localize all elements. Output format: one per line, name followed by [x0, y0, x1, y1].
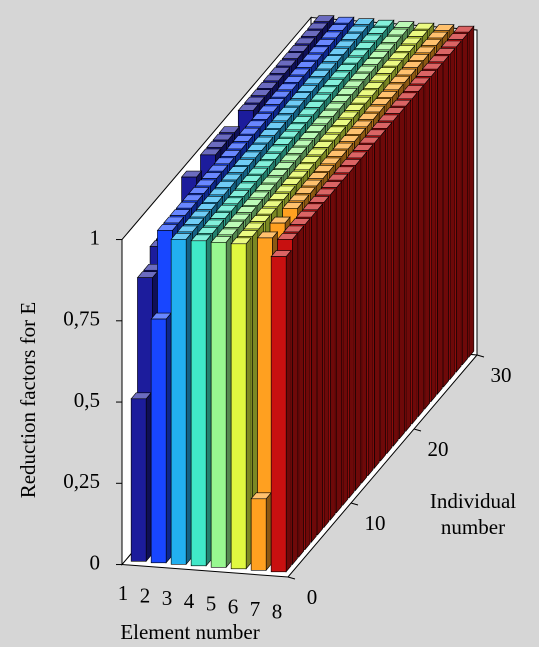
x-tick-label: 5: [206, 592, 217, 616]
bar: [210, 235, 232, 569]
bar: [250, 491, 272, 572]
bar-side: [329, 188, 336, 521]
z-tick-label: 10: [365, 511, 386, 535]
bar-side: [380, 128, 386, 462]
z-tick-label: 0: [307, 585, 318, 609]
bar-side: [361, 151, 368, 484]
bar-side: [386, 121, 393, 455]
x-tick-label: 3: [162, 586, 173, 610]
bar-side: [298, 225, 305, 558]
bar-side: [455, 40, 462, 373]
bar-side: [468, 25, 475, 359]
bar-side: [311, 210, 317, 544]
bar-side: [399, 106, 405, 440]
y-tick-label: 0: [90, 550, 101, 574]
bar-side: [245, 236, 252, 570]
bar-side: [317, 202, 323, 536]
y-tick-label: 0,75: [63, 307, 100, 331]
bar-side: [185, 232, 192, 566]
z-tick: [350, 502, 359, 506]
bar-front: [270, 256, 287, 573]
bar-side: [145, 391, 152, 563]
x-axis-label: Element number: [120, 620, 259, 644]
bar-front: [230, 243, 247, 570]
bar-side: [424, 77, 431, 410]
bar-front: [250, 498, 267, 571]
x-tick-label: 6: [228, 594, 239, 618]
bar-side: [411, 91, 418, 425]
z-tick: [287, 576, 296, 580]
bar: [150, 312, 172, 564]
bar: [190, 233, 212, 567]
x-tick-label: 7: [250, 597, 261, 621]
y-tick-label: 0,25: [63, 469, 100, 493]
bar-side: [265, 491, 272, 572]
bar-side: [348, 165, 355, 499]
bar-side: [430, 69, 437, 403]
bar-side: [437, 62, 443, 396]
z-tick: [413, 428, 422, 432]
x-tick-label: 1: [118, 581, 129, 605]
bar-side: [323, 195, 330, 529]
bar-side: [418, 84, 424, 418]
bar-side: [374, 136, 380, 470]
y-tick-label: 1: [90, 225, 101, 249]
bar: [170, 232, 192, 566]
bar-side: [392, 114, 399, 447]
bar-side: [342, 173, 349, 507]
x-tick-label: 4: [184, 589, 195, 613]
bar-side: [165, 312, 172, 564]
x-tick-label: 2: [140, 584, 151, 608]
bar-side: [292, 232, 298, 566]
bar-side: [367, 143, 374, 477]
z-axis-label: Individual number: [429, 489, 517, 539]
bar-side: [443, 54, 449, 388]
z-tick: [476, 354, 485, 358]
bar-side: [462, 32, 468, 366]
x-tick-label: 8: [272, 600, 283, 624]
z-tick-label: 20: [428, 437, 449, 461]
bar-side: [205, 233, 212, 567]
bar-front: [150, 318, 167, 564]
bar: [270, 249, 292, 573]
bar-front: [130, 398, 147, 562]
bar-side: [355, 158, 361, 492]
bar-front: [170, 239, 187, 565]
y-tick-label: 0,5: [74, 388, 100, 412]
bar-front: [210, 242, 227, 568]
bar: [230, 236, 252, 570]
bar-side: [225, 235, 232, 569]
bar-side: [336, 180, 342, 514]
bar-front: [190, 240, 207, 567]
bar-side: [405, 99, 412, 433]
bar-side: [449, 47, 456, 381]
bar: [130, 391, 152, 563]
bar-side: [304, 217, 311, 551]
z-tick-label: 30: [491, 363, 512, 387]
bar-side: [285, 249, 292, 573]
y-axis-label: Reduction factors for E: [16, 302, 40, 499]
